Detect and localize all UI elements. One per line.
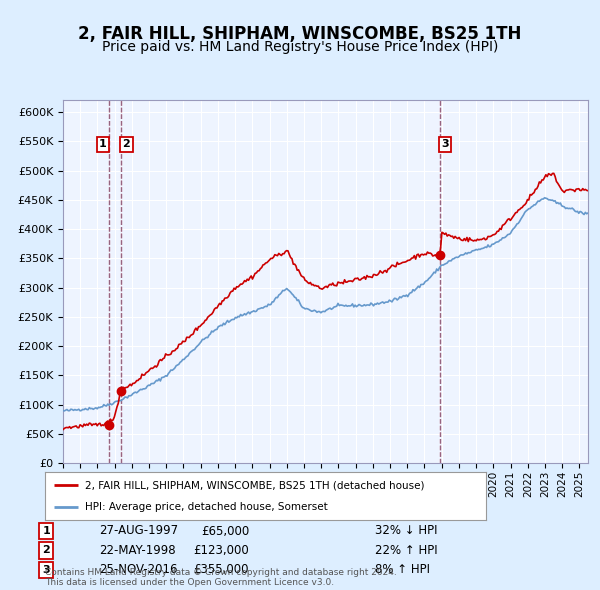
Text: £65,000: £65,000	[201, 525, 249, 537]
Text: 3: 3	[442, 139, 449, 149]
Text: 32% ↓ HPI: 32% ↓ HPI	[375, 525, 437, 537]
Text: 1: 1	[99, 139, 107, 149]
Text: 2: 2	[43, 546, 50, 555]
Text: Contains HM Land Registry data © Crown copyright and database right 2024.
This d: Contains HM Land Registry data © Crown c…	[45, 568, 397, 587]
Text: 1: 1	[43, 526, 50, 536]
Text: £123,000: £123,000	[193, 544, 249, 557]
Text: £355,000: £355,000	[193, 563, 249, 576]
Text: 27-AUG-1997: 27-AUG-1997	[99, 525, 178, 537]
Text: HPI: Average price, detached house, Somerset: HPI: Average price, detached house, Some…	[85, 502, 328, 512]
Text: 22-MAY-1998: 22-MAY-1998	[99, 544, 176, 557]
Text: 2, FAIR HILL, SHIPHAM, WINSCOMBE, BS25 1TH: 2, FAIR HILL, SHIPHAM, WINSCOMBE, BS25 1…	[79, 25, 521, 43]
Text: 2: 2	[122, 139, 130, 149]
Text: 3: 3	[43, 565, 50, 575]
Text: Price paid vs. HM Land Registry's House Price Index (HPI): Price paid vs. HM Land Registry's House …	[102, 40, 498, 54]
Text: 2, FAIR HILL, SHIPHAM, WINSCOMBE, BS25 1TH (detached house): 2, FAIR HILL, SHIPHAM, WINSCOMBE, BS25 1…	[85, 480, 424, 490]
Text: 8% ↑ HPI: 8% ↑ HPI	[375, 563, 430, 576]
Text: 25-NOV-2016: 25-NOV-2016	[99, 563, 178, 576]
Text: 22% ↑ HPI: 22% ↑ HPI	[375, 544, 437, 557]
